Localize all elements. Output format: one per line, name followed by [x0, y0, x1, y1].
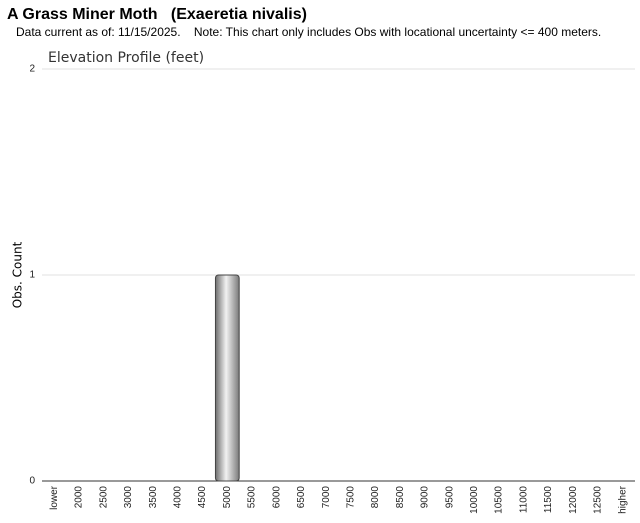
- x-tick-label: 4000: [173, 486, 184, 509]
- x-tick-label: 7000: [321, 486, 332, 509]
- x-tick-label: 12000: [568, 486, 579, 514]
- x-tick-label: 8500: [395, 486, 406, 509]
- x-tick-label: 6500: [296, 486, 307, 509]
- x-tick-label: 10500: [494, 486, 505, 514]
- x-tick-label: 8000: [370, 486, 381, 509]
- x-tick-label: 4500: [197, 486, 208, 509]
- page-subtitle: Data current as of: 11/15/2025. Note: Th…: [16, 25, 601, 39]
- bar: [214, 274, 240, 482]
- x-tick-label: 3500: [148, 486, 159, 509]
- y-tick-label: 0: [29, 476, 35, 487]
- page-title: A Grass Miner Moth (Exaeretia nivalis): [7, 6, 307, 23]
- x-tick-label: 5500: [247, 486, 258, 509]
- x-tick-label: 7500: [345, 486, 356, 509]
- x-tick-label: 5000: [222, 486, 233, 509]
- x-tick-label: 11500: [543, 486, 554, 514]
- x-tick-label: 2000: [74, 486, 85, 509]
- x-tick-label: 2500: [98, 486, 109, 509]
- x-tick-label: lower: [49, 485, 60, 510]
- y-tick-label: 1: [29, 270, 35, 281]
- y-tick-label: 2: [29, 64, 35, 75]
- x-tick-label: 11000: [518, 486, 529, 514]
- x-tick-label: higher: [617, 485, 628, 513]
- x-tick-label: 9500: [444, 486, 455, 509]
- x-tick-label: 9000: [420, 486, 431, 509]
- y-axis-label: Obs. Count: [11, 241, 25, 308]
- chart-title: Elevation Profile (feet): [48, 50, 204, 66]
- x-tick-label: 10000: [469, 486, 480, 514]
- x-tick-label: 3000: [123, 486, 134, 509]
- x-tick-label: 12500: [593, 486, 604, 514]
- x-tick-label: 6000: [271, 486, 282, 509]
